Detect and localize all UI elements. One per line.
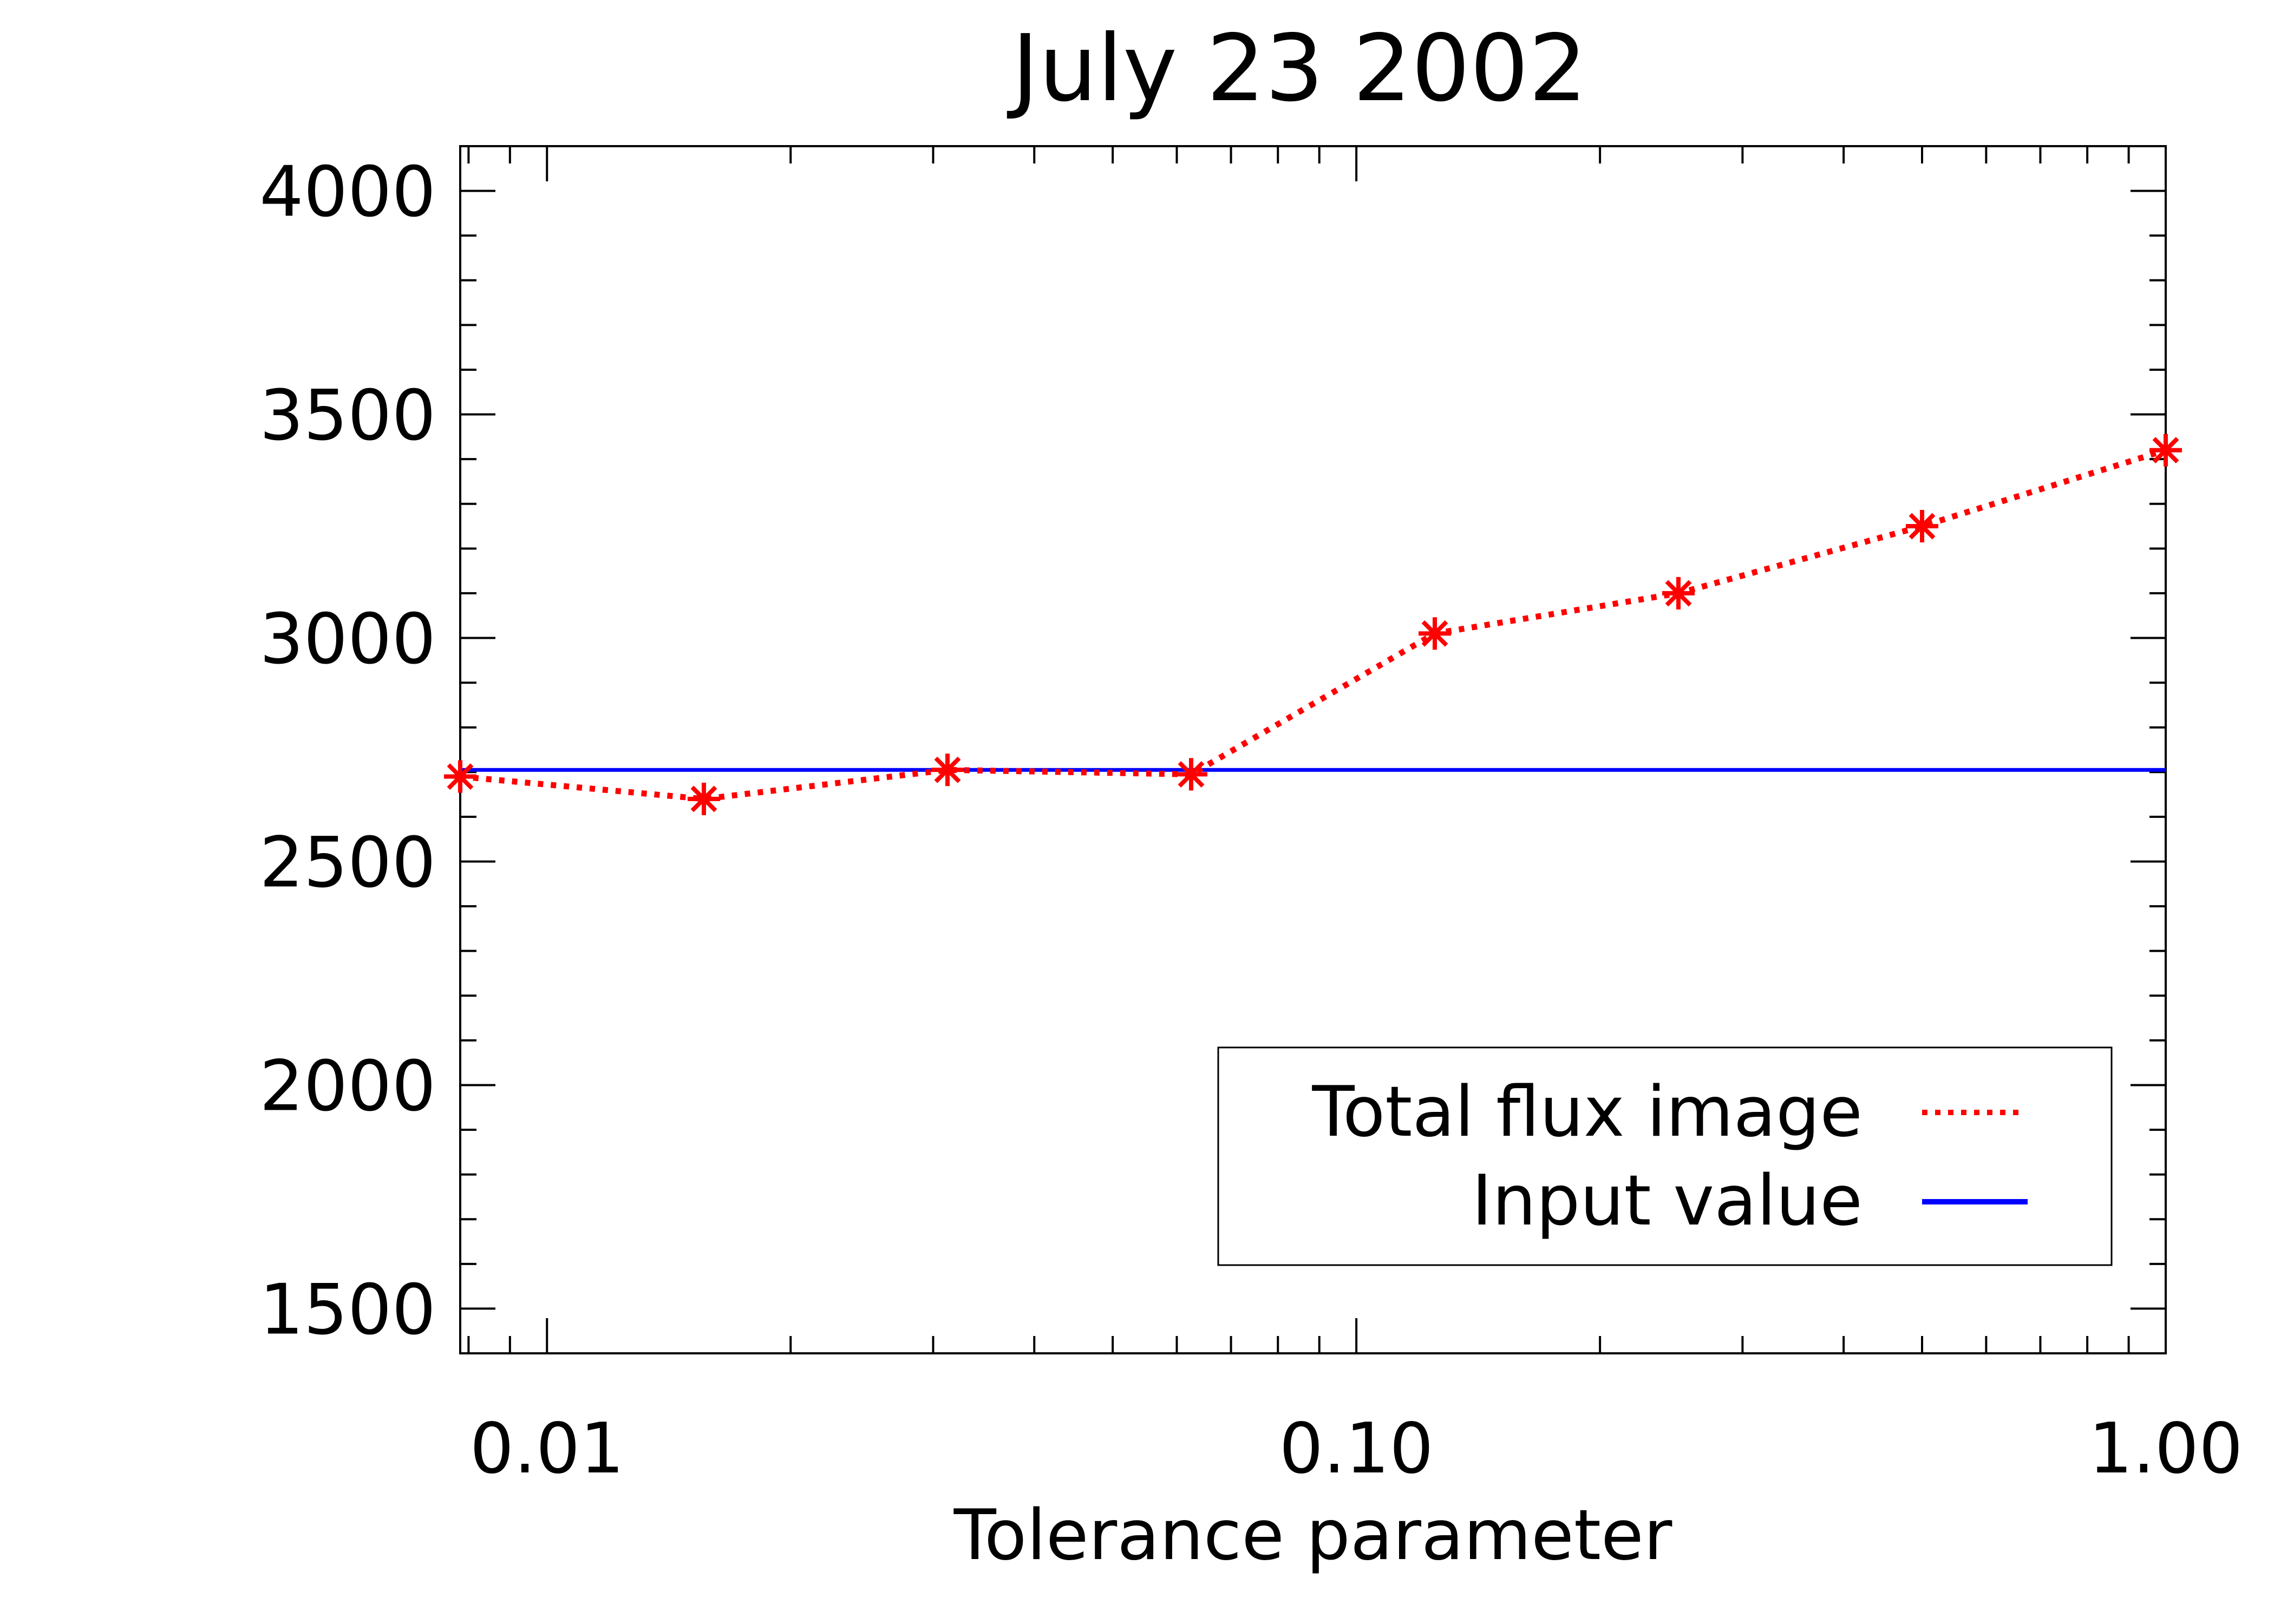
chart-title: July 23 2002 [1007, 15, 1587, 122]
y-axis-ticks: 1500 2000 2500 3000 3500 4000 [259, 145, 2166, 1354]
x-tick-label-0-01: 0.01 [470, 1409, 624, 1489]
plot-area-frame [459, 145, 2167, 1354]
y-tick-label-2000: 2000 [259, 1046, 436, 1127]
data-point-total-flux-image [1419, 617, 1451, 650]
y-tick-label-3500: 3500 [259, 376, 436, 456]
data-point-total-flux-image [2149, 434, 2182, 467]
series-layer [444, 434, 2182, 815]
x-tick-label-0-10: 0.10 [1279, 1409, 1434, 1489]
y-tick-label-4000: 4000 [259, 152, 436, 233]
legend-label-total-flux-image: Total flux image [1312, 1072, 1863, 1152]
data-point-total-flux-image [1175, 758, 1207, 791]
legend-box [1217, 1046, 2113, 1266]
y-tick-label-2500: 2500 [259, 822, 436, 903]
data-point-total-flux-image [444, 760, 476, 793]
x-axis-label: Tolerance parameter [953, 1495, 1672, 1576]
legend: Total flux image Input value [1217, 1046, 2113, 1266]
data-point-total-flux-image [1662, 577, 1695, 610]
y-tick-label-3000: 3000 [259, 599, 436, 680]
x-axis-ticks: 0.01 0.10 1.00 [467, 146, 2243, 1489]
x-tick-label-1-00: 1.00 [2089, 1409, 2243, 1489]
legend-label-input-value: Input value [1472, 1161, 1863, 1241]
data-point-total-flux-image [1906, 510, 1938, 543]
series-line-total-flux-image [460, 447, 2167, 802]
y-tick-label-1500: 1500 [259, 1269, 436, 1350]
data-point-total-flux-image [688, 782, 720, 815]
data-point-total-flux-image [931, 754, 964, 787]
